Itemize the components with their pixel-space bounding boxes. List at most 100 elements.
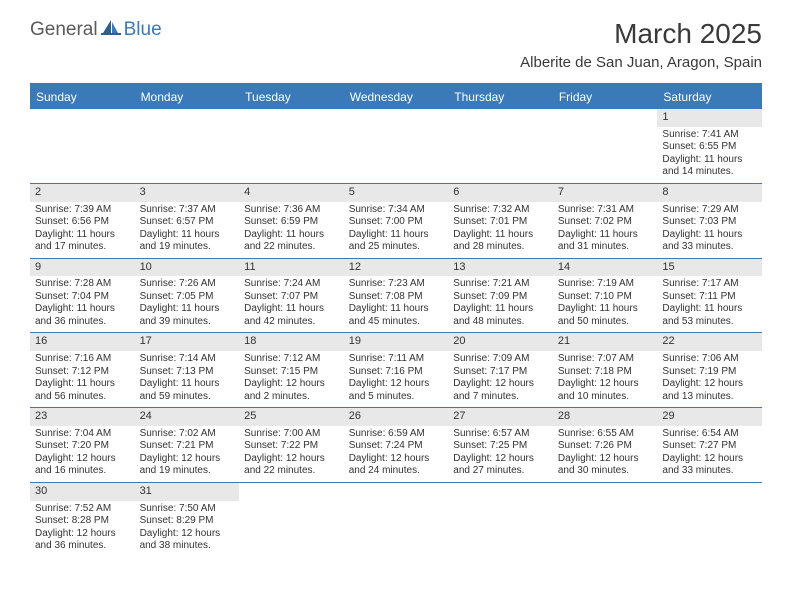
sunset-text: Sunset: 7:03 PM [662, 216, 757, 229]
sunrise-text: Sunrise: 7:50 AM [140, 503, 235, 516]
day-number: 13 [448, 259, 553, 277]
day-cell: 4Sunrise: 7:36 AMSunset: 6:59 PMDaylight… [239, 184, 344, 259]
day-number: 31 [135, 483, 240, 501]
day-cell: 20 Sunrise: 7:09 AMSunset: 7:17 PMDayligh… [448, 333, 553, 408]
daylight-text: Daylight: 11 hours and 31 minutes. [558, 229, 653, 254]
sunrise-text: Sunrise: 7:14 AM [140, 353, 235, 366]
day-cell: 6Sunrise: 7:32 AMSunset: 7:01 PMDaylight… [448, 184, 553, 259]
day-cell: 30Sunrise: 7:52 AMSunset: 8:28 PMDayligh… [30, 483, 135, 557]
sunset-text: Sunset: 7:01 PM [453, 216, 548, 229]
daylight-text: Daylight: 12 hours and 36 minutes. [35, 528, 130, 553]
day-cell: 26Sunrise: 6:59 AMSunset: 7:24 PMDayligh… [344, 408, 449, 483]
day-cell: 17Sunrise: 7:14 AMSunset: 7:13 PMDayligh… [135, 333, 240, 408]
daylight-text: Daylight: 11 hours and 36 minutes. [35, 303, 130, 328]
sunrise-text: Sunrise: 7:17 AM [662, 278, 757, 291]
sunrise-text: Sunrise: 7:36 AM [244, 204, 339, 217]
sunrise-text: Sunrise: 7:06 AM [662, 353, 757, 366]
sunrise-text: Sunrise: 7:11 AM [349, 353, 444, 366]
sunset-text: Sunset: 7:04 PM [35, 291, 130, 304]
logo: General Blue [30, 18, 162, 41]
day-cell: 24Sunrise: 7:02 AMSunset: 7:21 PMDayligh… [135, 408, 240, 483]
day-number: 10 [135, 259, 240, 277]
sunrise-text: Sunrise: 6:54 AM [662, 428, 757, 441]
daylight-text: Daylight: 12 hours and 7 minutes. [453, 378, 548, 403]
day-number: 7 [553, 184, 658, 202]
day-number: 26 [344, 408, 449, 426]
daylight-text: Daylight: 11 hours and 28 minutes. [453, 229, 548, 254]
day-cell: 19Sunrise: 7:11 AMSunset: 7:16 PMDayligh… [344, 333, 449, 408]
weeks-container: 1Sunrise: 7:41 AMSunset: 6:55 PMDaylight… [30, 109, 762, 557]
sunrise-text: Sunrise: 7:34 AM [349, 204, 444, 217]
sunset-text: Sunset: 7:11 PM [662, 291, 757, 304]
daylight-text: Daylight: 11 hours and 25 minutes. [349, 229, 444, 254]
week-row: 30Sunrise: 7:52 AMSunset: 8:28 PMDayligh… [30, 483, 762, 557]
sunrise-text: Sunrise: 7:31 AM [558, 204, 653, 217]
daylight-text: Daylight: 12 hours and 2 minutes. [244, 378, 339, 403]
daylight-text: Daylight: 11 hours and 50 minutes. [558, 303, 653, 328]
day-number: 1 [657, 109, 762, 127]
week-row: 2Sunrise: 7:39 AMSunset: 6:56 PMDaylight… [30, 184, 762, 259]
daylight-text: Daylight: 11 hours and 42 minutes. [244, 303, 339, 328]
day-cell [448, 109, 553, 184]
daylight-text: Daylight: 11 hours and 17 minutes. [35, 229, 130, 254]
daylight-text: Daylight: 11 hours and 56 minutes. [35, 378, 130, 403]
day-number: 5 [344, 184, 449, 202]
sunset-text: Sunset: 7:27 PM [662, 440, 757, 453]
day-cell [239, 109, 344, 184]
day-cell: 15Sunrise: 7:17 AMSunset: 7:11 PMDayligh… [657, 259, 762, 334]
day-number: 27 [448, 408, 553, 426]
day-cell: 29Sunrise: 6:54 AMSunset: 7:27 PMDayligh… [657, 408, 762, 483]
sunset-text: Sunset: 7:20 PM [35, 440, 130, 453]
week-row: 16Sunrise: 7:16 AMSunset: 7:12 PMDayligh… [30, 333, 762, 408]
sunset-text: Sunset: 7:26 PM [558, 440, 653, 453]
day-number: 9 [30, 259, 135, 277]
sunrise-text: Sunrise: 7:12 AM [244, 353, 339, 366]
day-cell [657, 483, 762, 557]
day-header-wednesday: Wednesday [344, 85, 449, 109]
sunrise-text: Sunrise: 7:23 AM [349, 278, 444, 291]
daylight-text: Daylight: 12 hours and 22 minutes. [244, 453, 339, 478]
daylight-text: Daylight: 11 hours and 48 minutes. [453, 303, 548, 328]
day-number: 20 [448, 333, 553, 351]
day-header-saturday: Saturday [657, 85, 762, 109]
day-cell: 12Sunrise: 7:23 AMSunset: 7:08 PMDayligh… [344, 259, 449, 334]
sunrise-text: Sunrise: 7:39 AM [35, 204, 130, 217]
logo-text-general: General [30, 19, 98, 41]
daylight-text: Daylight: 12 hours and 33 minutes. [662, 453, 757, 478]
day-number: 18 [239, 333, 344, 351]
day-cell: 10Sunrise: 7:26 AMSunset: 7:05 PMDayligh… [135, 259, 240, 334]
daylight-text: Daylight: 12 hours and 38 minutes. [140, 528, 235, 553]
day-cell: 2Sunrise: 7:39 AMSunset: 6:56 PMDaylight… [30, 184, 135, 259]
day-header-row: Sunday Monday Tuesday Wednesday Thursday… [30, 85, 762, 109]
sunset-text: Sunset: 7:19 PM [662, 366, 757, 379]
day-number: 21 [553, 333, 658, 351]
sunrise-text: Sunrise: 7:00 AM [244, 428, 339, 441]
day-header-friday: Friday [553, 85, 658, 109]
day-cell: 16Sunrise: 7:16 AMSunset: 7:12 PMDayligh… [30, 333, 135, 408]
day-number: 15 [657, 259, 762, 277]
sunrise-text: Sunrise: 7:16 AM [35, 353, 130, 366]
sunrise-text: Sunrise: 7:37 AM [140, 204, 235, 217]
day-cell: 21Sunrise: 7:07 AMSunset: 7:18 PMDayligh… [553, 333, 658, 408]
daylight-text: Daylight: 11 hours and 22 minutes. [244, 229, 339, 254]
logo-text-blue: Blue [124, 19, 162, 41]
day-number: 22 [657, 333, 762, 351]
day-header-monday: Monday [135, 85, 240, 109]
day-cell [448, 483, 553, 557]
day-number: 25 [239, 408, 344, 426]
day-number: 3 [135, 184, 240, 202]
day-cell [344, 483, 449, 557]
day-cell [553, 109, 658, 184]
sunrise-text: Sunrise: 6:55 AM [558, 428, 653, 441]
day-number: 28 [553, 408, 658, 426]
sunset-text: Sunset: 6:59 PM [244, 216, 339, 229]
sunset-text: Sunset: 7:17 PM [453, 366, 548, 379]
sunset-text: Sunset: 7:05 PM [140, 291, 235, 304]
sunrise-text: Sunrise: 7:24 AM [244, 278, 339, 291]
sunrise-text: Sunrise: 7:52 AM [35, 503, 130, 516]
day-cell: 3Sunrise: 7:37 AMSunset: 6:57 PMDaylight… [135, 184, 240, 259]
day-number: 24 [135, 408, 240, 426]
daylight-text: Daylight: 12 hours and 24 minutes. [349, 453, 444, 478]
sunrise-text: Sunrise: 7:09 AM [453, 353, 548, 366]
day-cell: 22Sunrise: 7:06 AMSunset: 7:19 PMDayligh… [657, 333, 762, 408]
